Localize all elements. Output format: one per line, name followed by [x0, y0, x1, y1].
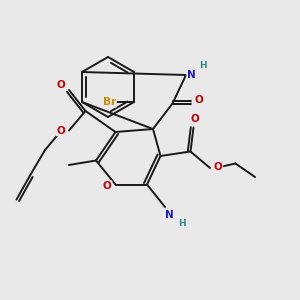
- Text: O: O: [190, 114, 200, 124]
- Text: N: N: [165, 210, 174, 220]
- Text: Br: Br: [103, 97, 116, 107]
- Text: O: O: [56, 80, 65, 91]
- Text: O: O: [56, 125, 65, 136]
- Text: O: O: [194, 95, 203, 105]
- Text: N: N: [187, 70, 196, 80]
- Text: H: H: [199, 61, 206, 70]
- Text: O: O: [214, 161, 223, 172]
- Text: H: H: [178, 219, 185, 228]
- Text: O: O: [103, 181, 112, 191]
